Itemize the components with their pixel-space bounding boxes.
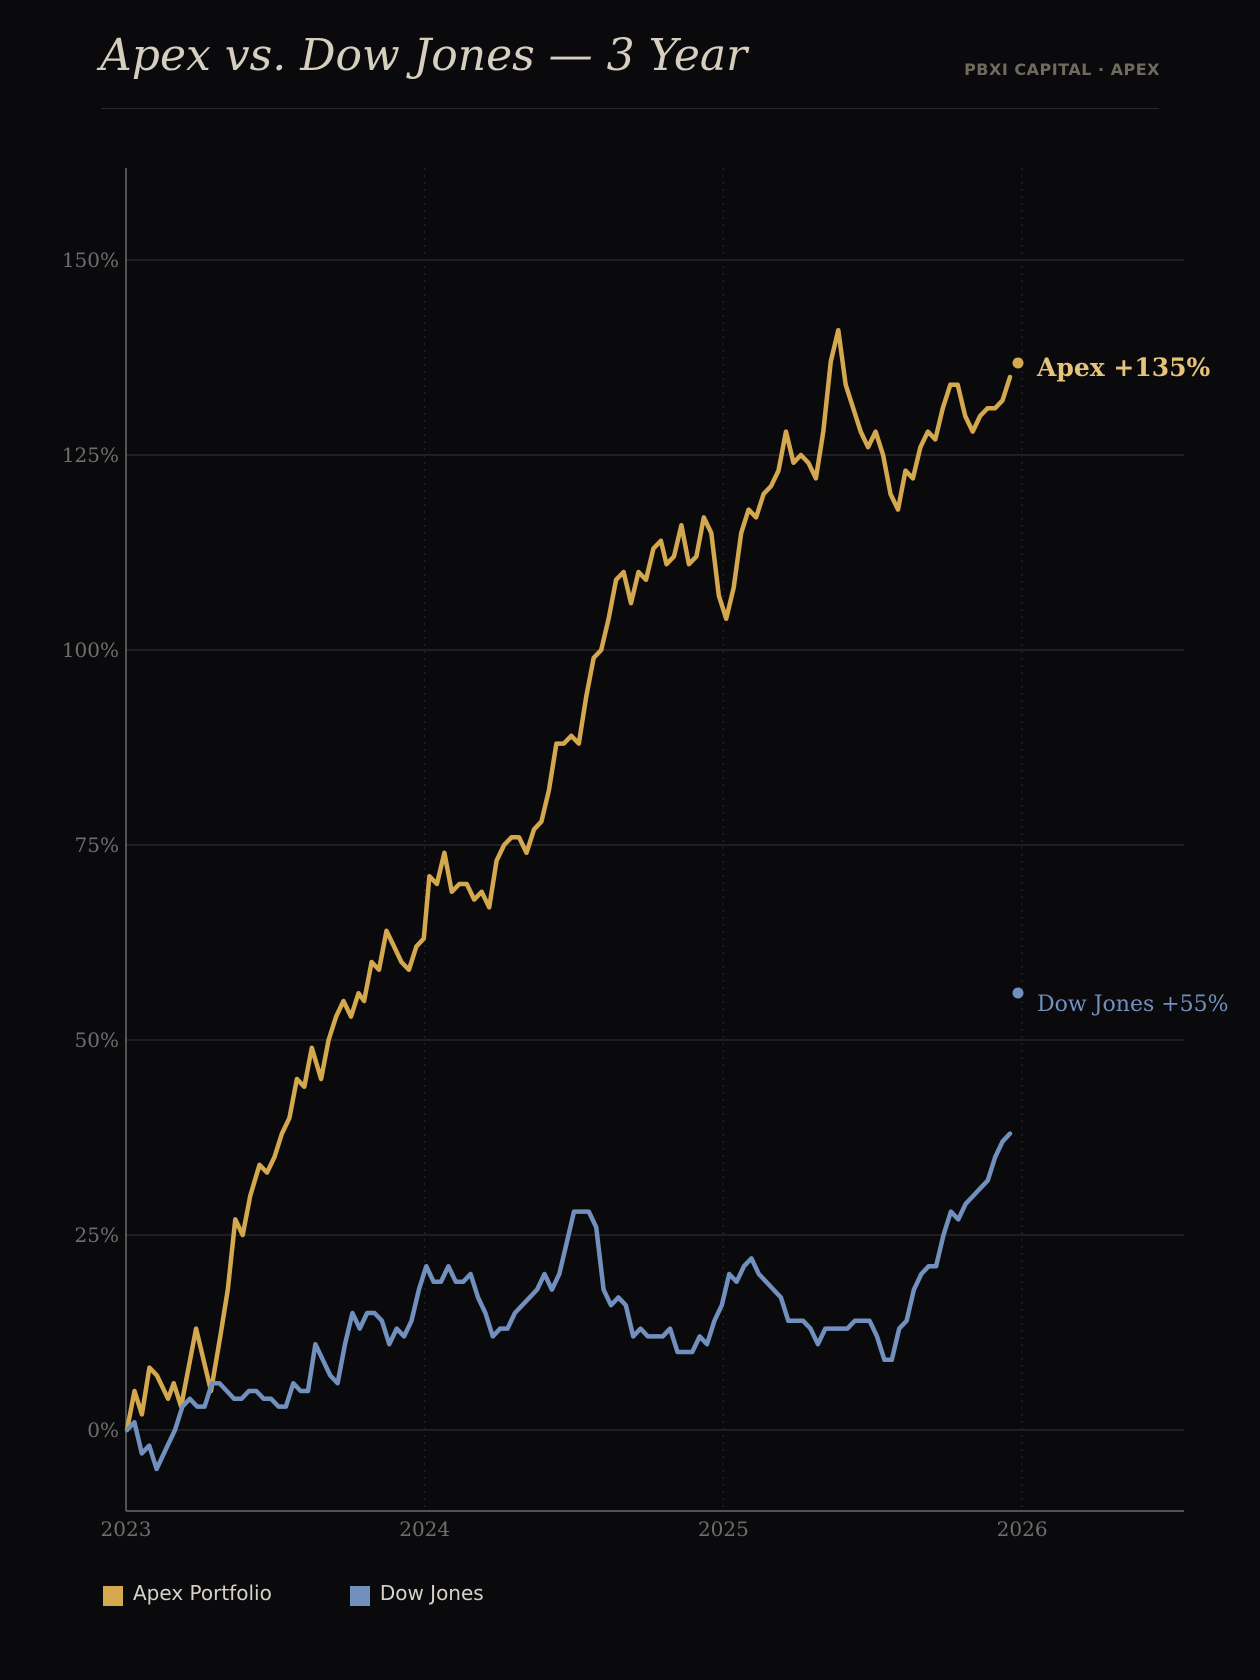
x-tick-label: 2023 (101, 1517, 152, 1541)
x-tick-label: 2024 (399, 1517, 450, 1541)
legend-item-dow: Dow Jones (349, 1580, 484, 1606)
y-tick-label: 100% (62, 638, 119, 662)
y-tick-label: 150% (62, 248, 119, 272)
y-tick-label: 0% (87, 1418, 119, 1442)
series-line-apex (124, 327, 1013, 1433)
legend-swatch-apex (103, 1586, 123, 1606)
legend-label-dow: Dow Jones (379, 1581, 484, 1605)
x-tick-label: 2026 (997, 1517, 1048, 1541)
y-tick-label: 125% (62, 443, 119, 467)
y-tick-label: 50% (75, 1028, 119, 1052)
performance-line-chart: 0% 25% 50% 75% 100% 125% 150% 2023 2024 2025 2026 A… (62, 168, 1229, 1541)
y-tick-label: 25% (75, 1223, 119, 1247)
end-label-apex: Apex +135% (1036, 353, 1211, 382)
y-tick-label: 75% (75, 833, 119, 857)
legend-label-apex: Apex Portfolio (133, 1581, 272, 1605)
end-marker-dow (1012, 987, 1024, 999)
end-marker-apex (1012, 357, 1024, 369)
legend-swatch-dow (349, 1586, 370, 1606)
legend-item-apex: Apex Portfolio (103, 1580, 272, 1606)
brand-label: PBXI CAPITAL · APEX (964, 60, 1160, 79)
series-line-dow (124, 1131, 1013, 1472)
page-title: Apex vs. Dow Jones — 3 Year (100, 30, 748, 81)
chart-legend: Apex Portfolio Dow Jones (103, 1580, 484, 1606)
end-label-dow: Dow Jones +55% (1037, 992, 1229, 1017)
header-divider (101, 108, 1159, 109)
x-tick-label: 2025 (698, 1517, 749, 1541)
